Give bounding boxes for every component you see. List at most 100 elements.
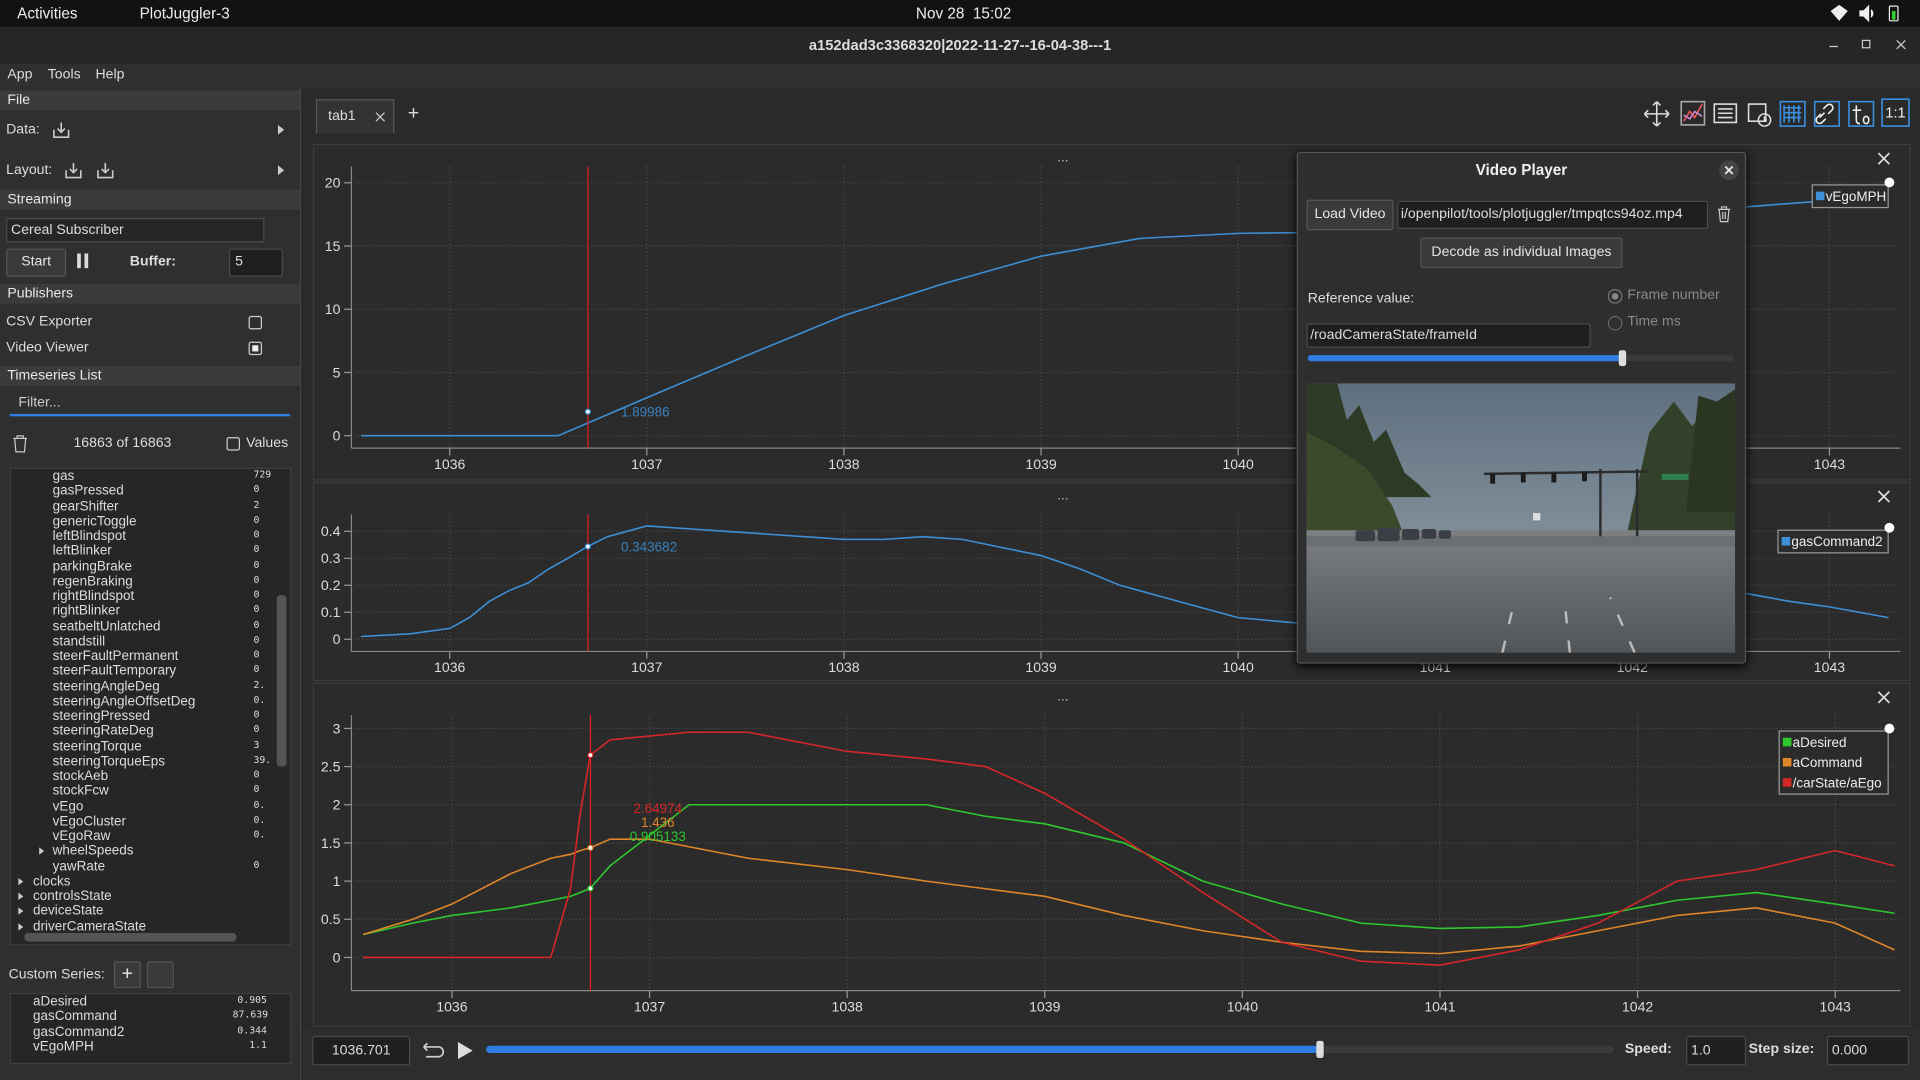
icon[interactable]	[96, 160, 116, 180]
radio[interactable]	[1607, 288, 1623, 304]
radio-label[interactable]: Frame number	[1627, 287, 1720, 303]
video-close[interactable]	[1718, 159, 1740, 181]
series-name[interactable]: seatbeltUnlatched	[52, 618, 161, 634]
custom-edit[interactable]	[146, 961, 174, 989]
series-name[interactable]: gearShifter	[52, 498, 119, 514]
tab-add[interactable]: +	[407, 102, 420, 124]
series-name[interactable]: yawRate	[52, 858, 106, 874]
video-path[interactable]: i/openpilot/tools/plotjuggler/tmpqtcs94o…	[1397, 200, 1709, 229]
series-name[interactable]: steerFaultPermanent	[52, 648, 179, 664]
expand-arrow[interactable]	[18, 922, 24, 930]
series-name[interactable]: steeringTorque	[52, 738, 142, 754]
legend-label[interactable]: aCommand	[1793, 755, 1863, 770]
values-checkbox[interactable]	[226, 437, 240, 451]
speed-field[interactable]: 1.0	[1686, 1035, 1747, 1066]
series-name[interactable]: vEgoRaw	[52, 828, 111, 844]
tab[interactable]: tab1	[315, 99, 395, 134]
expand-arrow[interactable]	[18, 877, 24, 885]
scrollbar[interactable]	[276, 595, 287, 767]
series-name[interactable]: vEgo	[52, 798, 84, 814]
custom-name[interactable]: aDesired	[33, 994, 87, 1009]
series-name[interactable]: stockAeb	[52, 768, 109, 784]
menu-item[interactable]: App	[7, 67, 33, 83]
icon[interactable]	[64, 160, 84, 180]
section-header[interactable]: Publishers	[0, 284, 300, 304]
series-name[interactable]: steeringPressed	[52, 708, 150, 724]
menu-item[interactable]: Help	[95, 67, 125, 83]
series-name[interactable]: vEgoCluster	[52, 813, 127, 829]
publisher-name[interactable]: CSV Exporter	[6, 314, 93, 330]
tab-label[interactable]: tab1	[328, 108, 356, 124]
custom-name[interactable]: vEgoMPH	[33, 1039, 94, 1055]
plot-close[interactable]	[1877, 152, 1890, 165]
series-name[interactable]: rightBlindspot	[52, 588, 135, 604]
expand-arrow[interactable]	[18, 892, 24, 900]
legend-label[interactable]: aDesired	[1793, 735, 1847, 750]
series-name[interactable]: wheelSpeeds	[52, 843, 134, 859]
decode-button[interactable]: Decode as individual Images	[1420, 237, 1623, 269]
expand-arrow[interactable]	[39, 847, 45, 855]
series-name[interactable]: gasPressed	[52, 483, 124, 499]
group-name[interactable]: clocks	[33, 873, 71, 889]
hscrollbar[interactable]	[24, 933, 237, 942]
group-name[interactable]: driverCameraState	[33, 918, 147, 934]
group-name[interactable]: controlsState	[33, 888, 112, 904]
activities[interactable]: Activities	[17, 4, 78, 23]
plot-close[interactable]	[1877, 490, 1890, 503]
series-name[interactable]: leftBlindspot	[52, 528, 127, 544]
buffer-field[interactable]: 5	[228, 248, 283, 277]
series-name[interactable]: regenBraking	[52, 573, 133, 589]
playback-controls[interactable]	[419, 1040, 480, 1062]
series-name[interactable]: stockFcw	[52, 783, 109, 799]
tab-close[interactable]	[375, 111, 386, 122]
series-name[interactable]: rightBlinker	[52, 603, 121, 619]
legend-label[interactable]: vEgoMPH	[1826, 189, 1887, 204]
toolbar-ratio[interactable]: 1:1	[1885, 106, 1905, 122]
delete-icon[interactable]	[1717, 206, 1732, 223]
reference-input[interactable]: /roadCameraState/frameId	[1306, 323, 1591, 348]
step-field[interactable]: 0.000	[1826, 1035, 1909, 1066]
series-name[interactable]: gas	[52, 468, 75, 484]
series-name[interactable]: genericToggle	[52, 513, 137, 529]
trash-icon[interactable]	[12, 435, 28, 453]
icon[interactable]	[51, 120, 71, 140]
plot-close[interactable]	[1877, 691, 1890, 704]
legend-label[interactable]: /carState/aEgo	[1793, 775, 1882, 790]
series-name[interactable]: steeringRateDeg	[52, 723, 154, 739]
checkbox[interactable]	[248, 315, 263, 330]
expand-arrow[interactable]	[277, 124, 285, 135]
menu-item[interactable]: Tools	[47, 67, 81, 83]
load-video-button[interactable]: Load Video	[1306, 199, 1394, 231]
frame-slider-handle[interactable]	[1618, 350, 1627, 367]
values-label[interactable]: Values	[246, 435, 289, 451]
clock[interactable]: Nov 28 15:02	[915, 4, 1012, 23]
filter-field[interactable]: Filter...	[9, 392, 291, 417]
group-name[interactable]: deviceState	[33, 903, 104, 919]
window-controls[interactable]	[1822, 37, 1910, 54]
publisher-name[interactable]: Video Viewer	[6, 340, 89, 356]
status-icons[interactable]	[1828, 4, 1914, 24]
pause-icon[interactable]	[77, 253, 81, 269]
section-header[interactable]: File	[0, 90, 300, 111]
series-name[interactable]: parkingBrake	[52, 558, 133, 574]
checkbox[interactable]	[248, 341, 263, 356]
radio[interactable]	[1607, 315, 1623, 331]
expand-arrow[interactable]	[18, 907, 24, 915]
series-name[interactable]: steeringTorqueEps	[52, 753, 165, 769]
series-name[interactable]: leftBlinker	[52, 543, 112, 559]
app-name[interactable]: PlotJuggler-3	[139, 4, 230, 23]
time-slider-handle[interactable]	[1316, 1040, 1324, 1058]
custom-add[interactable]: +	[113, 961, 141, 989]
series-name[interactable]: steerFaultTemporary	[52, 663, 177, 679]
section-header[interactable]: Timeseries List	[0, 366, 300, 386]
section-header[interactable]: Streaming	[0, 189, 300, 210]
start-button[interactable]: Start	[6, 248, 67, 277]
series-name[interactable]: steeringAngleDeg	[52, 678, 160, 694]
radio-label[interactable]: Time ms	[1627, 314, 1681, 330]
series-name[interactable]: standstill	[52, 633, 106, 649]
custom-name[interactable]: gasCommand	[33, 1009, 117, 1025]
legend-label[interactable]: gasCommand2	[1791, 534, 1882, 549]
custom-name[interactable]: gasCommand2	[33, 1024, 125, 1040]
source-combo[interactable]: Cereal Subscriber	[6, 217, 265, 243]
series-name[interactable]: steeringAngleOffsetDeg	[52, 693, 196, 709]
